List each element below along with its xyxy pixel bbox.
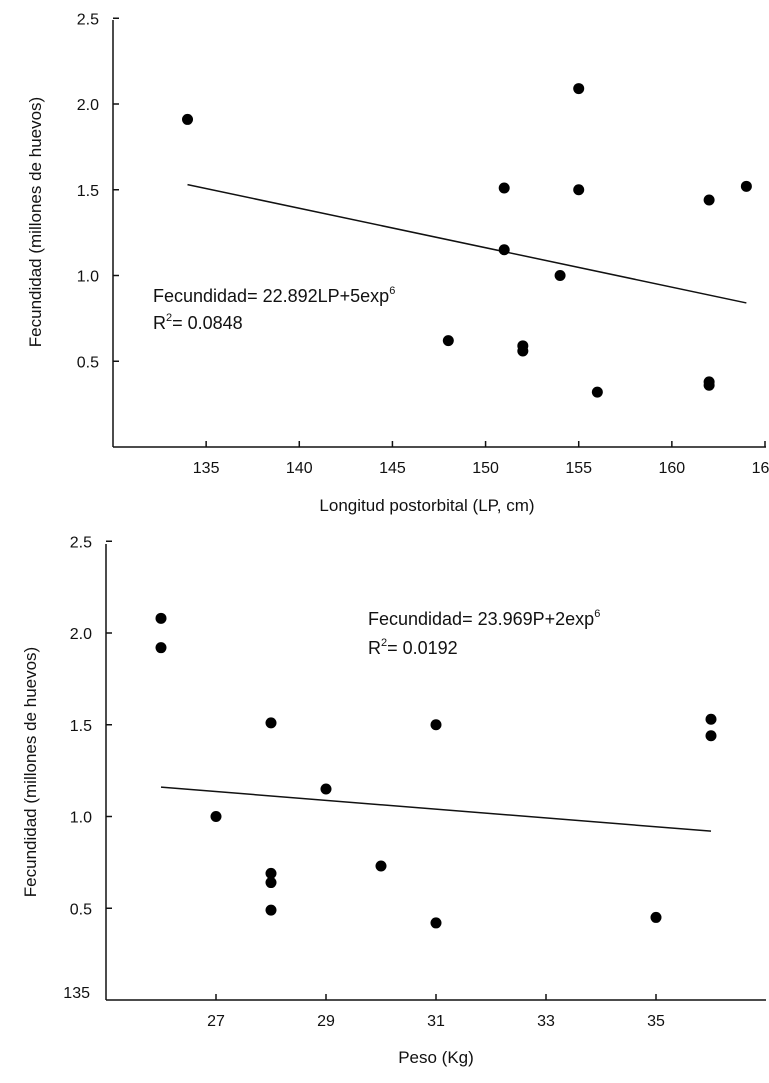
y-tick-label: 1.0 [77,269,99,286]
x-tick-label: 145 [379,460,406,477]
chart-1-x-ticks: 135 140 145 150 155 160 165 [193,441,769,477]
data-point [265,877,277,889]
chart-1-points [182,83,752,398]
data-point [573,184,585,196]
chart-2-r-squared: R2= 0.0192 [368,637,458,658]
y-tick-label: 1.0 [70,810,92,827]
chart-2-y-ticks: 0.5 1.0 1.5 2.0 2.5 [70,534,112,918]
x-tick-label: 160 [659,460,686,477]
data-point [705,730,717,742]
y-tick-label: 2.5 [77,11,99,28]
x-tick-label: 155 [565,460,592,477]
data-point [498,244,510,256]
y-tick-label: 2.5 [70,534,92,551]
data-point [703,194,715,206]
x-tick-label: 135 [193,460,220,477]
y-tick-label: 2.0 [70,626,92,643]
y-tick-label: 2.0 [77,97,99,114]
chart-1-y-ticks: 0.5 1.0 1.5 2.0 2.5 [77,11,119,371]
data-point [210,811,222,822]
data-point [573,83,585,95]
data-point [650,911,662,923]
data-point [265,717,277,729]
chart-2-y-origin-label: 135 [63,985,90,1002]
data-point [554,270,566,281]
data-point [265,867,277,879]
data-point [498,182,510,194]
data-point [591,386,603,398]
x-tick-label: 35 [647,1013,665,1030]
x-tick-label: 150 [472,460,499,477]
x-tick-label: 29 [317,1013,335,1030]
chart-1-x-axis-label: Longitud postorbital (LP, cm) [319,496,534,515]
chart-2-equation: Fecundidad= 23.969P+2exp6 [368,608,600,629]
chart-2-x-ticks: 27 29 31 33 35 [207,994,665,1030]
data-point [442,335,454,347]
data-point [265,904,277,916]
data-point [155,612,167,624]
chart-1-trendline [187,183,747,304]
chart-2: 0.5 1.0 1.5 2.0 2.5 27 29 31 33 35 135 Fecundida… [21,534,766,1067]
x-tick-label: 140 [286,460,313,477]
x-tick-label: 165 [752,460,769,477]
chart-2-points [155,612,717,929]
chart-2-x-axis-label: Peso (Kg) [398,1048,474,1067]
data-point [430,719,442,731]
chart-2-trendline [160,786,712,832]
data-point [375,860,387,872]
x-tick-label: 31 [427,1013,445,1030]
data-point [182,113,194,125]
chart-1-r-squared: R2= 0.0848 [153,312,243,333]
data-point [740,180,752,192]
y-tick-label: 1.5 [77,183,99,200]
data-point [517,345,529,357]
data-point [320,783,332,795]
data-point [703,379,715,391]
chart-1: 0.5 1.0 1.5 2.0 2.5 135 140 145 150 155 160 165 Fe… [26,11,769,515]
y-tick-label: 0.5 [70,901,92,918]
data-point [155,642,167,654]
chart-1-y-axis-label: Fecundidad (millones de huevos) [26,97,45,347]
y-tick-label: 0.5 [77,354,99,371]
chart-2-y-axis-label: Fecundidad (millones de huevos) [21,647,40,897]
data-point [430,917,442,929]
y-tick-label: 1.5 [70,718,92,735]
chart-1-equation: Fecundidad= 22.892LP+5exp6 [153,285,395,306]
x-tick-label: 27 [207,1013,225,1030]
x-tick-label: 33 [537,1013,555,1030]
data-point [705,713,717,725]
